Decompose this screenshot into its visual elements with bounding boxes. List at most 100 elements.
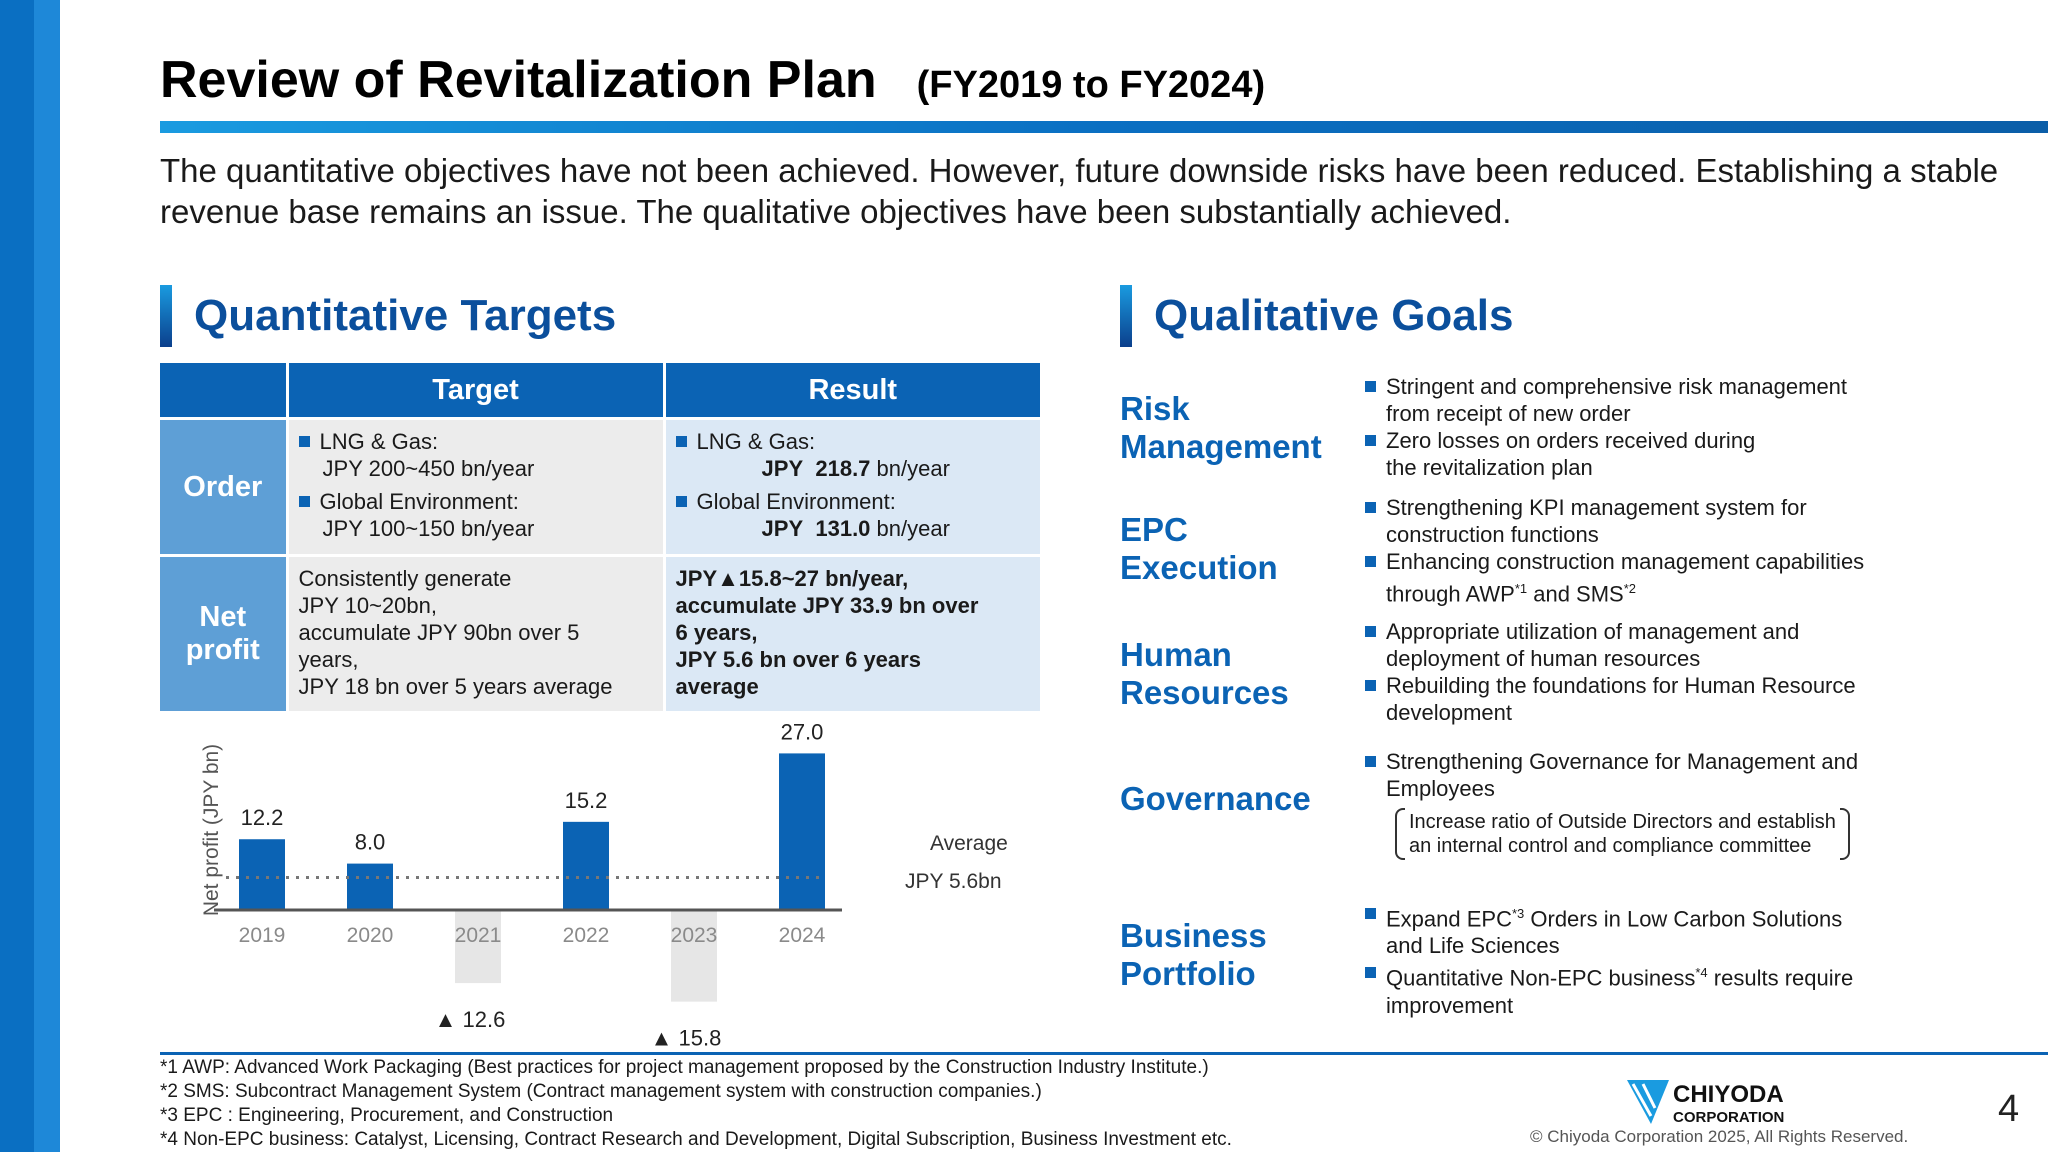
heading-marker xyxy=(1120,285,1132,347)
bullet-square-icon xyxy=(1365,756,1376,767)
net-profit-target-line: Consistently generate xyxy=(298,566,512,591)
copyright: © Chiyoda Corporation 2025, All Rights R… xyxy=(1530,1127,1909,1146)
goal-item-text: Orders in Low Carbon Solutions xyxy=(1524,906,1843,932)
footnote: *1 AWP: Advanced Work Packaging (Best pr… xyxy=(160,1057,1209,1078)
footnotes: *1 AWP: Advanced Work Packaging (Best pr… xyxy=(160,1056,1232,1152)
order-target-ge-label: Global Environment: xyxy=(319,489,519,514)
chart-value-label: 8.0 xyxy=(355,830,386,855)
order-target-ge-value: JPY 100~150 bn/year xyxy=(322,516,535,541)
heading-marker xyxy=(160,285,172,347)
row-label-net-profit: Net profit xyxy=(160,557,286,711)
net-profit-result-line: JPY 5.6 bn over 6 years xyxy=(675,647,921,672)
bullet-square-icon xyxy=(298,496,310,507)
chart-category-label: 2020 xyxy=(347,924,394,947)
bullet-square-icon xyxy=(1365,967,1376,979)
order-result-ge-jpy: JPY xyxy=(761,516,804,541)
order-target-lng-label: LNG & Gas: xyxy=(319,429,439,454)
net-profit-result-cell: JPY▲15.8~27 bn/year, accumulate JPY 33.9… xyxy=(665,557,1040,711)
bullet-square-icon xyxy=(1365,435,1376,446)
net-profit-target-line: accumulate JPY 90bn over 5 xyxy=(298,620,580,645)
chart-bar xyxy=(671,910,717,1002)
chart-value-label: 12.2 xyxy=(241,805,284,830)
qualitative-heading-text: Qualitative Goals xyxy=(1154,291,1514,340)
bullet-square-icon xyxy=(1365,626,1376,637)
net-profit-result-line: JPY▲15.8~27 bn/year, xyxy=(675,566,909,591)
order-result-ge-unit: bn/year xyxy=(876,516,950,541)
order-result-lng-jpy: JPY xyxy=(761,456,804,481)
logo-text-line2: CORPORATION xyxy=(1673,1109,1784,1126)
page-title: Review of Revitalization Plan (FY2019 to … xyxy=(160,50,1265,110)
goal-label-governance: Governance xyxy=(1120,780,1311,817)
header-result: Result xyxy=(665,363,1040,417)
order-result-lng-label: LNG & Gas: xyxy=(696,429,816,454)
footer-divider xyxy=(160,1052,2048,1055)
chart-category-label: 2019 xyxy=(239,924,286,947)
goal-item-line: Stringent and comprehensive risk managem… xyxy=(1386,374,1848,399)
goal-items-human-resources: Appropriate utilization of management an… xyxy=(1365,618,1965,726)
order-result-ge-value: 131.0 xyxy=(815,516,871,541)
goal-item-text: results require xyxy=(1707,965,1854,991)
goal-item-line: Zero losses on orders received during xyxy=(1386,428,1756,453)
header-target: Target xyxy=(288,363,663,417)
left-accent-bar xyxy=(0,0,60,1152)
goal-item-text: and SMS xyxy=(1527,581,1624,607)
net-profit-chart: Net profit (JPY bn) 12.2 2019 8.0 2020 ▲ 12.6… xyxy=(200,720,1008,1050)
chart-bar xyxy=(239,839,285,910)
goal-item-line: from receipt of new order xyxy=(1386,401,1631,426)
goal-label-line: Business xyxy=(1120,917,1267,954)
goal-item-line: Appropriate utilization of management an… xyxy=(1386,619,1800,644)
bullet-square-icon xyxy=(1365,381,1376,392)
chart-bar xyxy=(347,863,393,910)
goal-items-business-portfolio: Expand EPC*3 Orders in Low Carbon Soluti… xyxy=(1365,900,1965,1019)
order-result-lng-value: 218.7 xyxy=(815,456,871,481)
goal-label-human-resources: Human Resources xyxy=(1120,636,1289,712)
goal-label-line: Execution xyxy=(1120,549,1278,586)
net-profit-result-line: average xyxy=(675,674,759,699)
goal-items-epc-execution: Strengthening KPI management system for c… xyxy=(1365,494,1965,607)
title-underline xyxy=(160,121,2048,133)
net-profit-result-line: 6 years, xyxy=(675,620,758,645)
goal-item-line: development xyxy=(1386,700,1512,725)
goal-label-risk-management: Risk Management xyxy=(1120,390,1322,466)
goal-label-line: Portfolio xyxy=(1120,955,1256,992)
goal-label-epc-execution: EPC Execution xyxy=(1120,511,1278,587)
goal-label-business-portfolio: Business Portfolio xyxy=(1120,917,1267,993)
goal-item-text: Expand EPC xyxy=(1386,906,1512,932)
chart-value-label: ▲ 15.8 xyxy=(651,1026,722,1050)
governance-note-line: an internal control and compliance commi… xyxy=(1409,835,1812,857)
order-result-cell: LNG & Gas: JPY 218.7 bn/year Global Envi… xyxy=(665,420,1040,554)
chart-y-axis-label: Net profit (JPY bn) xyxy=(200,744,223,916)
goal-items-governance: Strengthening Governance for Management … xyxy=(1365,748,1965,860)
table-row-order: Order LNG & Gas: JPY 200~450 bn/year Glo… xyxy=(160,420,1040,554)
net-profit-target-line: years, xyxy=(298,647,359,672)
bullet-square-icon xyxy=(1365,556,1376,567)
goal-item-line: Enhancing construction management capabi… xyxy=(1386,549,1865,574)
chart-value-label: ▲ 12.6 xyxy=(435,1007,506,1032)
footnote-ref: *4 xyxy=(1695,965,1708,981)
goal-item-line: construction functions xyxy=(1386,522,1599,547)
governance-note: Increase ratio of Outside Directors and … xyxy=(1395,808,1850,860)
chart-average-label: Average xyxy=(930,832,1008,855)
chart-bar xyxy=(779,753,825,910)
footnote: *3 EPC : Engineering, Procurement, and C… xyxy=(160,1105,614,1126)
title-period: (FY2019 to FY2024) xyxy=(916,64,1266,106)
goal-item-text: through AWP xyxy=(1386,581,1515,607)
net-profit-label-line2: profit xyxy=(185,634,260,666)
net-profit-target-cell: Consistently generate JPY 10~20bn, accum… xyxy=(288,557,663,711)
quantitative-heading-text: Quantitative Targets xyxy=(194,291,617,340)
quantitative-heading: Quantitative Targets xyxy=(160,285,616,347)
logo-text-line1: CHIYODA xyxy=(1673,1081,1784,1108)
goal-label-line: Human xyxy=(1120,636,1232,673)
goal-item-line: deployment of human resources xyxy=(1386,646,1701,671)
bullet-square-icon xyxy=(1365,908,1376,919)
qualitative-heading: Qualitative Goals xyxy=(1120,285,1513,347)
footnote: *2 SMS: Subcontract Management System (C… xyxy=(160,1081,1042,1102)
quantitative-table: Target Result Order LNG & Gas: JPY 200~4… xyxy=(157,360,1043,714)
goal-item-line: and Life Sciences xyxy=(1386,933,1560,959)
goal-item-line: Employees xyxy=(1386,776,1495,801)
net-profit-target-line: JPY 10~20bn, xyxy=(298,593,437,618)
left-accent-bar-inner xyxy=(34,0,60,1152)
page-number: 4 xyxy=(1998,1088,2020,1130)
order-result-lng-unit: bn/year xyxy=(876,456,950,481)
chart-bar xyxy=(455,910,501,984)
